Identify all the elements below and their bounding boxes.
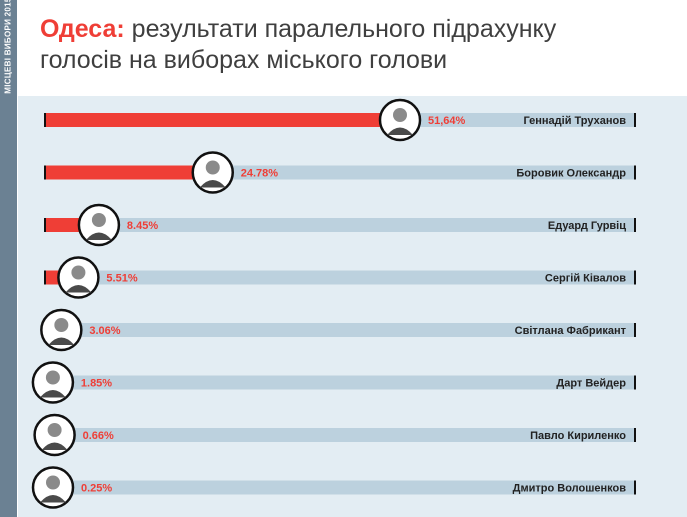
bar-track (44, 270, 636, 285)
percent-label: 51,64% (428, 115, 466, 127)
bar-row: 1.85% Дарт Вейдер (31, 361, 636, 404)
bar-row: 5.51% Сергій Ківалов (44, 256, 636, 299)
title-text-1: результати паралельного підрахунку (131, 15, 557, 43)
bar-track (44, 218, 636, 232)
percent-label: 8.45% (127, 220, 158, 232)
bar-row: 0.66% Павло Кириленко (33, 413, 636, 457)
person-icon-body (39, 390, 66, 398)
title-line-2: голосів на виборах міського голови (40, 46, 448, 74)
bar-end-mark (634, 323, 636, 337)
percent-label: 3.06% (89, 325, 120, 337)
bar-end-mark (634, 428, 636, 442)
person-icon-head (91, 213, 106, 227)
person-icon-head (45, 370, 60, 385)
person-icon-head (47, 423, 62, 437)
candidate-name: Боровик Олександр (516, 168, 626, 180)
bar-end-mark (634, 375, 636, 390)
percent-label: 0.25% (81, 483, 112, 495)
bar-end-mark (634, 165, 636, 180)
bar-end-mark (634, 480, 636, 495)
person-icon-body (40, 495, 66, 503)
bar-start-mark (44, 270, 46, 285)
candidate-name: Геннадій Труханов (523, 115, 626, 127)
candidate-name: Світлана Фабрикант (515, 325, 627, 337)
person-icon-body (85, 232, 112, 240)
person-icon-body (41, 442, 68, 450)
candidate-name: Дарт Вейдер (556, 378, 626, 390)
bar (44, 165, 217, 180)
chart-panel (18, 96, 687, 517)
bar-row: 8.45% Едуард Гурвіц (44, 203, 636, 247)
percent-label: 24.78% (241, 168, 279, 180)
page-title: Одеса: результати паралельного підрахунк… (40, 14, 660, 76)
bar-track (44, 375, 636, 390)
candidate-name: Едуард Гурвіц (548, 220, 626, 232)
bar-row: 0.25% Дмитро Волошенков (31, 466, 636, 509)
person-icon-head (71, 265, 86, 280)
bar-end-mark (634, 113, 636, 127)
person-icon-body (48, 337, 75, 345)
bar-row: 51,64% Геннадій Труханов (44, 98, 636, 142)
person-icon-body (65, 285, 92, 293)
bar-start-mark (44, 165, 46, 180)
person-icon-head (393, 108, 407, 122)
bar-row: 24.78% Боровик Олександр (44, 151, 636, 194)
bar-track (44, 323, 636, 337)
bar-end-mark (634, 270, 636, 285)
title-city: Одеса: (40, 15, 125, 43)
candidate-name: Павло Кириленко (530, 430, 626, 442)
bar-end-mark (634, 218, 636, 232)
candidate-name: Дмитро Волошенков (513, 483, 627, 495)
percent-label: 0.66% (83, 430, 114, 442)
person-icon-body (387, 127, 413, 135)
bar-start-mark (44, 113, 46, 127)
person-icon-head (205, 160, 220, 175)
side-strip (0, 0, 17, 517)
candidate-name: Сергій Ківалов (545, 273, 626, 285)
person-icon-head (54, 318, 69, 332)
percent-label: 5.51% (106, 273, 137, 285)
person-icon-body (199, 180, 226, 188)
bar-track (44, 480, 636, 495)
person-icon-head (46, 475, 60, 490)
title-line-1: Одеса: результати паралельного підрахунк… (40, 14, 660, 45)
bar-track (44, 428, 636, 442)
bar-row: 3.06% Світлана Фабрикант (40, 308, 636, 352)
bar-start-mark (44, 218, 46, 232)
percent-label: 1.85% (81, 378, 112, 390)
bar (44, 113, 404, 127)
